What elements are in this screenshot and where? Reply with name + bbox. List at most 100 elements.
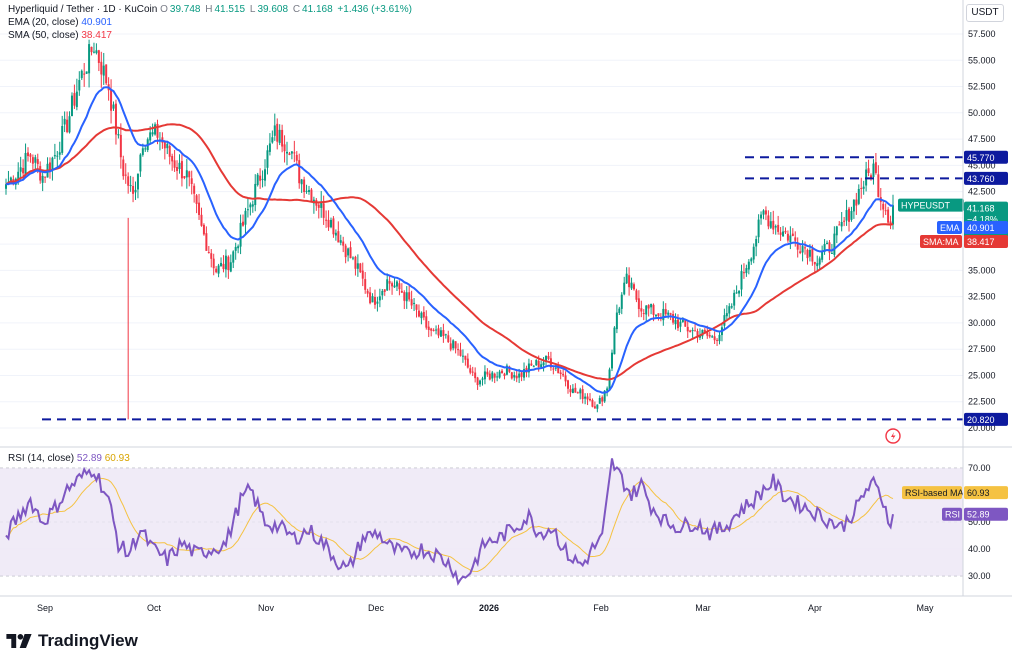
candle-body [154,124,157,135]
candle-body [410,299,413,306]
candle-body [466,358,469,368]
candle-body [774,226,777,228]
rsi-ma-line [5,477,894,573]
candle-body [630,282,633,289]
candle-body [371,296,374,303]
candle-body [41,175,44,183]
candle-body [168,146,171,157]
candle-body [593,406,596,409]
candle-body [422,311,425,318]
candle-body [97,50,100,63]
candle-body [303,179,306,193]
candle-body [672,314,675,323]
currency-button[interactable]: USDT [966,4,1004,22]
candle-body [679,321,682,327]
rsi-tick-label: 40.00 [968,544,991,554]
candle-body [288,153,291,155]
candle-body [359,263,362,273]
candle-body [437,328,440,336]
candle-body [48,162,51,171]
candle-body [520,372,523,377]
candle-body [584,396,587,399]
rsi-tick-label: 50.00 [968,517,991,527]
lightning-icon[interactable] [885,428,901,444]
candle-body [791,233,794,236]
candle-body [178,162,181,170]
candle-body [391,283,394,287]
candle-body [513,375,516,378]
candle-body [273,125,276,136]
candle-body [647,305,650,309]
candle-body [369,292,372,304]
candle-body [417,310,420,317]
candle-body [24,153,27,175]
candle-body [151,132,154,135]
rsi-value-tag [964,507,1008,521]
rsi-ma-name-tag-text: RSI-based MA [905,488,964,498]
candle-body [535,360,538,366]
candle-body [838,224,841,226]
rsi-legend[interactable]: RSI (14, close) 52.89 60.93 [8,453,130,464]
candle-body [650,303,653,308]
candle-body [442,330,445,336]
candle-body [669,313,672,315]
candle-body [496,376,499,378]
candle-body [232,251,235,263]
candle-body [716,339,719,341]
candle-body [840,221,843,227]
candle-body [542,362,545,366]
candle-body [474,372,477,379]
candle-body [127,176,130,186]
candlestick-series [5,39,894,420]
candle-body [366,290,369,294]
candle-body [354,256,357,269]
candle-body [850,211,853,220]
candle-body [764,210,767,215]
candle-body [862,186,865,189]
ema-legend[interactable]: EMA (20, close) 40.901 [8,16,112,29]
candle-body [364,279,367,290]
candle-body [134,189,137,193]
ema-legend-label: EMA (20, close) [8,17,79,28]
candle-body [166,143,169,149]
candle-body [586,396,589,400]
ema-value-tag [964,221,1008,235]
sma-legend[interactable]: SMA (50, close) 38.417 [8,29,112,42]
candle-body [83,73,86,75]
candle-body [735,292,738,294]
candle-body [427,326,430,330]
candle-body [85,71,88,74]
rsi-legend-value: 52.89 [76,453,102,464]
candle-body [713,336,716,341]
candle-body [887,209,890,223]
ema-name-tag-text: EMA [940,223,960,233]
candle-body [141,148,144,155]
candle-body [808,249,811,257]
candle-body [794,237,797,241]
candle-body [657,313,660,316]
candle-body [613,327,616,355]
candle-body [806,249,809,259]
candle-body [44,176,47,178]
candle-body [747,261,750,270]
candle-body [435,329,438,331]
candle-body [606,388,609,391]
tradingview-logo[interactable]: TradingView [6,631,138,651]
candle-body [393,285,396,288]
candle-body [703,329,706,332]
candle-body [405,292,408,302]
candle-body [852,199,855,212]
candle-body [469,368,472,373]
candle-body [119,134,122,158]
ohlc-values: O 39.748 H 41.515 L 39.608 C 41.168 +1.436 (… [160,4,414,15]
candle-body [772,220,775,230]
candle-body [29,154,32,157]
ema-name-tag [937,221,962,235]
candle-body [676,319,679,329]
candle-body [295,154,298,161]
candle-body [117,134,120,136]
candle-body [816,263,819,267]
candle-body [564,375,567,382]
candle-body [173,160,176,168]
